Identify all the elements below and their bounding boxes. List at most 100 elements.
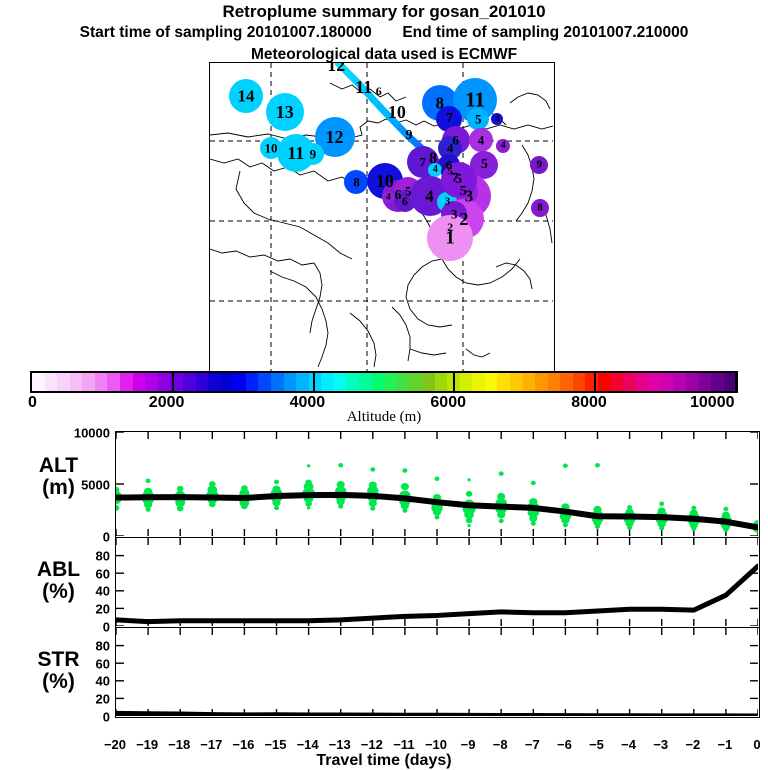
y-tick-label: 40 [95, 583, 110, 599]
plume-marker [530, 199, 549, 218]
colorbar-tick-label: 8000 [571, 394, 607, 411]
altitude-colorbar[interactable] [30, 371, 738, 393]
plume-marker [491, 112, 504, 125]
colorbar-swatch [120, 373, 133, 391]
plume-marker [530, 155, 549, 174]
trajectory-day-label: 8 [428, 150, 437, 168]
row-label-alt-line2: (m) [42, 476, 75, 500]
colorbar-tick-label: 10000 [690, 394, 735, 411]
x-axis-title: Travel time (days) [316, 752, 452, 769]
colorbar-swatch [371, 373, 385, 391]
plume-marker-label: 6 [394, 187, 402, 203]
plume-marker [265, 93, 304, 132]
colorbar-swatch [69, 373, 83, 391]
row-label-abl-line2: (%) [42, 580, 75, 604]
colorbar-tick [735, 371, 737, 393]
plume-marker-label: 4 [477, 132, 485, 148]
colorbar-swatch [598, 373, 611, 391]
x-tick-label: −2 [685, 737, 701, 752]
plume-marker-label: 4 [500, 140, 506, 152]
alt-scatter-marker [659, 501, 665, 507]
colorbar-swatch [220, 373, 234, 391]
plume-marker-label: 13 [275, 102, 294, 123]
colorbar-tick [453, 371, 456, 393]
y-tick-label: 40 [95, 673, 110, 689]
plume-marker [440, 162, 477, 199]
plume-marker-label: 5 [480, 156, 488, 172]
colorbar-swatch [296, 373, 309, 391]
colorbar-swatch [711, 373, 724, 391]
plume-marker-label: 11 [287, 142, 305, 163]
alt-scatter-marker [145, 478, 151, 484]
row-label-str-line1: STR [37, 648, 80, 671]
row-label-abl: ABL (%) [6, 558, 111, 604]
colorbar-swatch [409, 373, 422, 391]
x-tick-label: −15 [264, 737, 287, 752]
panel-alt[interactable] [115, 431, 760, 538]
colorbar-tick [171, 371, 174, 393]
alt-scatter-marker [432, 508, 442, 516]
alt-scatter-marker [691, 505, 697, 511]
alt-scatter-marker [562, 463, 568, 469]
alt-scatter-marker [530, 521, 536, 526]
alt-scatter-marker [305, 500, 312, 507]
y-tick-label: 0 [102, 529, 110, 544]
colorbar-tick [312, 371, 315, 393]
colorbar-swatch [623, 373, 636, 391]
colorbar-tick [594, 371, 597, 393]
y-tick-label: 80 [95, 638, 110, 654]
panel-abl[interactable] [115, 537, 760, 628]
alt-scatter-marker [465, 490, 473, 497]
alt-scatter-marker [370, 467, 376, 472]
alt-scatter-marker [627, 505, 633, 510]
plume-marker-label: 4 [446, 140, 454, 156]
alt-scatter-marker [689, 521, 698, 529]
abl-plot [116, 538, 758, 626]
plume-marker-label: 4 [432, 163, 438, 175]
row-label-str: STR (%) [6, 648, 111, 693]
plume-marker-label: 3 [464, 186, 474, 206]
x-tick-label: −8 [492, 737, 508, 752]
trajectory-day-label: 7 [451, 169, 459, 185]
colorbar-swatch [535, 373, 548, 391]
alt-scatter-marker [595, 524, 600, 529]
y-tick-label: 20 [95, 691, 110, 707]
colorbar-swatch [497, 373, 510, 391]
alt-scatter-marker [402, 468, 408, 473]
sampling-time-line: Start time of sampling 20101007.180000 E… [0, 24, 768, 42]
alt-scatter-marker [306, 464, 311, 468]
x-tick-label: −14 [296, 737, 319, 752]
met-data-label: Meteorological data used is ECMWF [250, 46, 518, 63]
alt-scatter-marker [434, 515, 440, 520]
plume-marker-label: 9 [309, 146, 317, 162]
alt-scatter-marker [274, 505, 279, 511]
retroplume-map[interactable]: 14 13 12 11 10 9 8 10 8 11 7 5 6 4 4 4 7 5 6 4 5 6 5 6 4 3 5 3 5 2 3 2 1… [209, 62, 555, 374]
x-tick-label: −16 [232, 737, 255, 752]
alt-scatter-marker [595, 463, 600, 468]
x-tick-label: 0 [753, 737, 761, 752]
alt-scatter-marker [530, 480, 536, 486]
colorbar-swatch [421, 373, 435, 391]
plume-marker-label: 5 [459, 184, 467, 200]
colorbar-swatch [434, 373, 448, 391]
colorbar-swatch [283, 373, 297, 391]
colorbar-swatch [484, 373, 498, 391]
colorbar-swatch [648, 373, 661, 391]
alt-plot [116, 432, 758, 536]
plume-marker-label: 8 [435, 93, 445, 113]
x-tick-label: −17 [200, 737, 223, 752]
alt-scatter-marker [336, 480, 345, 489]
plume-marker-label: 2 [459, 209, 469, 230]
alt-scatter-marker [498, 518, 504, 524]
series-line [116, 563, 758, 625]
y-tick-label: 60 [95, 566, 110, 582]
colorbar-title: Altitude (m) [346, 409, 422, 425]
x-tick-label: −1 [717, 737, 733, 752]
panel-str[interactable] [115, 627, 760, 718]
plume-marker-label: 8 [353, 174, 360, 190]
alt-scatter-marker [529, 514, 538, 522]
colorbar-swatch [32, 373, 45, 391]
y-tick-label: 80 [95, 548, 110, 564]
row-label-alt-line1: ALT [38, 454, 79, 477]
str-plot [116, 628, 758, 716]
